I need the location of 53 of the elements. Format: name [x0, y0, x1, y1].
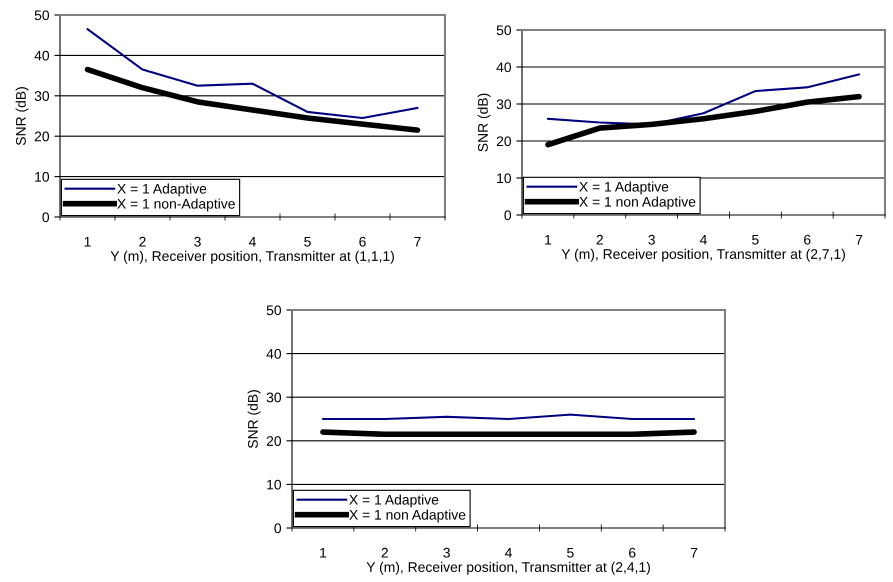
- x-tick-label: 1: [545, 234, 552, 245]
- legend-label: X = 1 Adaptive: [579, 181, 668, 194]
- y-tick-label: 50: [496, 25, 512, 36]
- x-tick-label: 1: [320, 548, 326, 558]
- x-tick-label: 3: [194, 236, 201, 247]
- x-tick-label: 3: [443, 548, 450, 558]
- y-tick-label: 0: [504, 210, 512, 220]
- y-axis-title: SNR (dB): [478, 94, 491, 152]
- line-series: [86, 28, 419, 120]
- x-tick-label: 6: [804, 234, 810, 245]
- y-tick-label: 20: [266, 436, 282, 446]
- y-tick-label: 30: [266, 392, 282, 402]
- x-axis-title: Y (m), Receiver position, Transmitter at (2,4,1): [366, 562, 650, 575]
- x-tick-label: 4: [248, 236, 256, 247]
- x-tick-label: 6: [359, 236, 366, 247]
- legend-label: X = 1 Adaptive: [117, 183, 206, 196]
- y-tick-label: 40: [266, 348, 282, 359]
- y-tick-label: 10: [267, 480, 282, 490]
- x-axis-title: Y (m), Receiver position, Transmitter at (2,7,1): [562, 248, 845, 262]
- x-tick-label: 1: [84, 236, 91, 247]
- legend-label: X = 1 Adaptive: [349, 494, 438, 508]
- y-tick-label: 40: [496, 62, 512, 72]
- y-tick-label: 20: [34, 132, 50, 142]
- y-axis-title: SNR (dB): [16, 87, 29, 146]
- x-tick-label: 2: [139, 236, 146, 247]
- x-tick-label: 5: [304, 236, 311, 247]
- x-tick-label: 5: [752, 234, 759, 245]
- y-tick-label: 0: [274, 523, 282, 534]
- x-tick-label: 7: [690, 548, 698, 558]
- line-series: [546, 73, 860, 126]
- y-tick-label: 10: [497, 173, 512, 184]
- legend-label: X = 1 non-Adaptive: [117, 198, 235, 212]
- x-tick-label: 7: [856, 234, 862, 245]
- y-tick-label: 0: [42, 212, 50, 222]
- x-tick-label: 5: [567, 548, 574, 558]
- y-tick-label: 30: [496, 99, 512, 110]
- y-tick-label: 50: [266, 305, 282, 316]
- x-axis-title: Y (m), Receiver position, Transmitter at (1,1,1): [110, 250, 394, 264]
- y-tick-label: 40: [34, 50, 50, 61]
- y-tick-label: 10: [35, 172, 50, 182]
- x-tick-label: 3: [648, 234, 655, 245]
- y-tick-label: 30: [34, 91, 50, 101]
- x-tick-label: 2: [382, 548, 388, 558]
- y-axis-title: SNR (dB): [248, 390, 261, 448]
- y-tick-label: 50: [34, 10, 50, 20]
- x-tick-label: 4: [700, 234, 707, 245]
- x-tick-label: 6: [629, 548, 636, 558]
- y-tick-label: 20: [496, 136, 512, 146]
- legend-label: X = 1 non Adaptive: [579, 196, 696, 210]
- x-tick-label: 2: [596, 234, 603, 245]
- x-tick-label: 7: [414, 236, 421, 247]
- x-tick-label: 4: [504, 548, 512, 558]
- legend-label: X = 1 non Adaptive: [349, 509, 466, 522]
